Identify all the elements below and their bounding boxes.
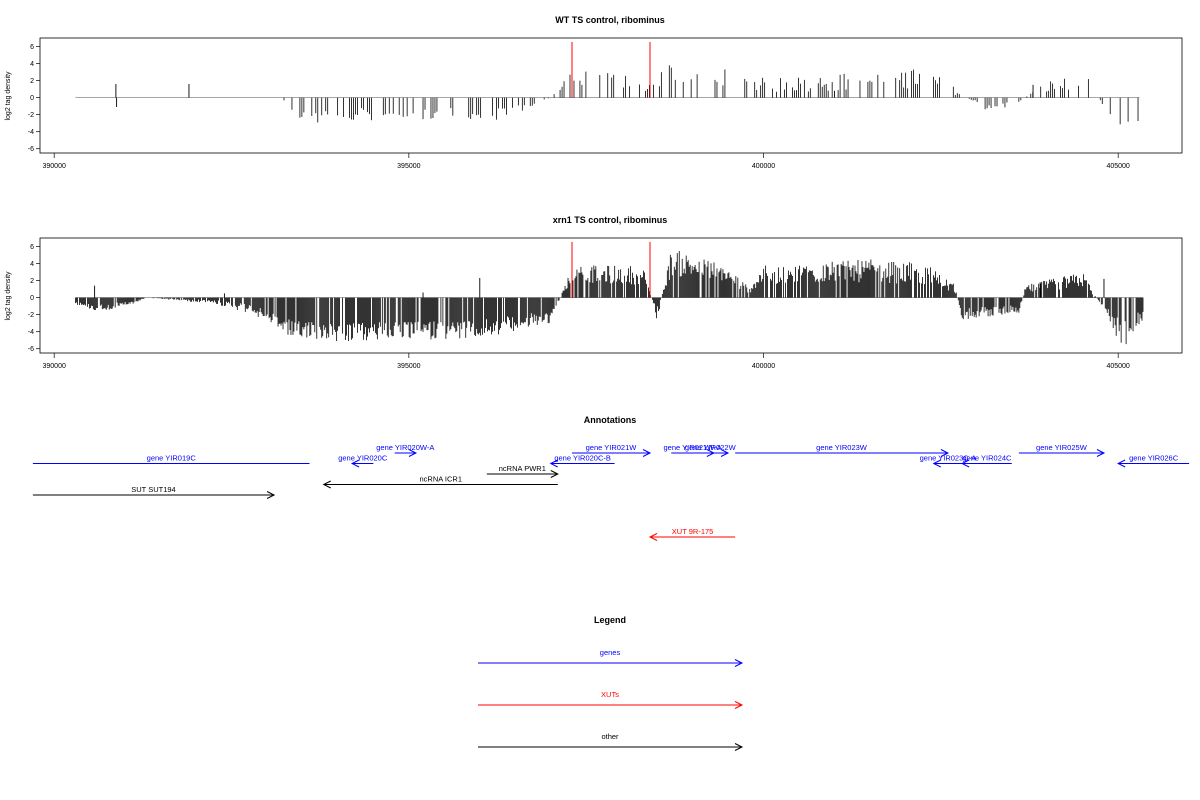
feature-label: gene YIR019C (147, 454, 197, 463)
annotation-feature: gene YIR021W (571, 443, 652, 457)
annotation-feature: gene YIR023C-A (920, 454, 977, 468)
y-tick-label: 0 (30, 295, 34, 302)
x-tick-label: 405000 (1106, 363, 1129, 370)
y-tick-label: 4 (30, 61, 34, 68)
wt-track-panel: WT TS control, ribominus log2 tag densit… (5, 15, 1183, 170)
feature-label: gene YIR023C-A (920, 454, 977, 463)
legend-title: Legend (594, 615, 626, 625)
feature-label: gene YIR020C (338, 454, 388, 463)
xrn1-track-x-axis: 390000 395000 400000 405000 (43, 353, 1130, 370)
annotation-feature: gene YIR020C-B (549, 454, 615, 468)
feature-label: gene YIR021W-A (664, 443, 722, 452)
annotation-feature: gene YIR019C (32, 454, 310, 464)
wt-track-y-axis: -6 -4 -2 0 2 4 6 (28, 44, 40, 153)
arrow-right-icon (408, 449, 418, 457)
arrow-left-icon (350, 459, 360, 468)
y-tick-label: -2 (28, 112, 34, 119)
feature-label: gene YIR020C-B (554, 454, 611, 463)
arrow-left-icon (549, 459, 558, 468)
y-tick-label: 0 (30, 95, 34, 102)
xrn1-track-title: xrn1 TS control, ribominus (553, 215, 668, 225)
legend-item: other (478, 732, 744, 751)
wt-track-red-markers (571, 42, 651, 98)
x-tick-label: 395000 (397, 363, 420, 370)
arrow-right-icon (734, 743, 744, 751)
x-tick-label: 390000 (43, 163, 66, 170)
annotation-feature: XUT 9R-175 (648, 527, 736, 541)
annotation-feature: ncRNA PWR1 (486, 464, 559, 478)
legend-label: genes (600, 648, 621, 657)
arrow-left-icon (648, 533, 658, 541)
annotation-feature: gene YIR022W (685, 443, 737, 457)
legend-label: XUTs (601, 690, 619, 699)
annotation-feature: gene YIR023W (735, 443, 950, 457)
arrow-right-icon (720, 449, 730, 457)
wt-track-frame (39, 37, 1183, 154)
arrow-right-icon (642, 449, 652, 457)
wt-track-bars (115, 65, 1139, 125)
annotations-title: Annotations (584, 415, 637, 425)
annotation-feature: gene YIR020C (338, 454, 388, 468)
xrn1-track-y-axis: -6 -4 -2 0 2 4 6 (28, 244, 40, 353)
feature-label: gene YIR023W (816, 443, 868, 452)
xrn1-track-panel: xrn1 TS control, ribominus log2 tag dens… (5, 215, 1183, 370)
arrow-left-icon (932, 459, 941, 468)
y-tick-label: 2 (30, 78, 34, 85)
legend-items: genes XUTs other (478, 648, 744, 751)
feature-label: ncRNA ICR1 (420, 475, 463, 484)
arrow-left-icon (960, 459, 970, 468)
arrow-right-icon (1096, 449, 1106, 457)
arrow-right-icon (550, 470, 559, 478)
annotation-feature: gene YIR024C (960, 454, 1012, 468)
feature-label: ncRNA PWR1 (499, 464, 546, 473)
y-tick-label: -4 (28, 329, 34, 336)
wt-track-ylabel: log2 tag density (5, 71, 12, 121)
arrow-left-icon (322, 480, 331, 489)
y-tick-label: 6 (30, 244, 34, 251)
arrow-right-icon (734, 659, 744, 667)
x-tick-label: 400000 (752, 363, 775, 370)
feature-label: SUT SUT194 (131, 485, 175, 494)
feature-label: gene YIR020W-A (376, 443, 434, 452)
y-tick-label: 4 (30, 261, 34, 268)
feature-label: gene YIR026C (1129, 454, 1179, 463)
y-tick-label: -6 (28, 146, 34, 153)
y-tick-label: 2 (30, 278, 34, 285)
annotation-feature: gene YIR025W (1018, 443, 1106, 457)
feature-label: gene YIR025W (1036, 443, 1088, 452)
annotation-feature: SUT SUT194 (32, 485, 276, 499)
y-tick-label: -2 (28, 312, 34, 319)
y-tick-label: -6 (28, 346, 34, 353)
xrn1-track-bars (75, 251, 1144, 345)
annotation-feature: gene YIR020W-A (376, 443, 434, 457)
arrow-left-icon (1117, 459, 1126, 468)
feature-label: XUT 9R-175 (672, 527, 714, 536)
wt-track-x-axis: 390000 395000 400000 405000 (43, 153, 1130, 170)
legend-item: genes (478, 648, 744, 667)
feature-label: gene YIR022W (685, 443, 737, 452)
x-tick-label: 405000 (1106, 163, 1129, 170)
legend-label: other (601, 732, 619, 741)
legend-panel: Legend genes XUTs other (478, 615, 744, 751)
x-tick-label: 400000 (752, 163, 775, 170)
xrn1-track-red-markers (571, 242, 651, 298)
legend-item: XUTs (478, 690, 744, 709)
xrn1-track-ylabel: log2 tag density (5, 271, 12, 321)
arrow-right-icon (734, 701, 744, 709)
annotation-feature: ncRNA ICR1 (322, 475, 558, 489)
wt-track-title: WT TS control, ribominus (555, 15, 665, 25)
x-tick-label: 395000 (397, 163, 420, 170)
annotation-features: gene YIR019C gene YIR020W-A gene YIR020C ge… (32, 443, 1190, 541)
arrow-right-icon (940, 449, 950, 457)
y-tick-label: 6 (30, 44, 34, 51)
x-tick-label: 390000 (43, 363, 66, 370)
annotation-feature: gene YIR026C (1117, 454, 1190, 468)
arrow-right-icon (266, 491, 276, 499)
feature-label: gene YIR024C (962, 454, 1012, 463)
y-tick-label: -4 (28, 129, 34, 136)
feature-label: gene YIR021W (586, 443, 638, 452)
xrn1-track-frame (39, 237, 1183, 354)
